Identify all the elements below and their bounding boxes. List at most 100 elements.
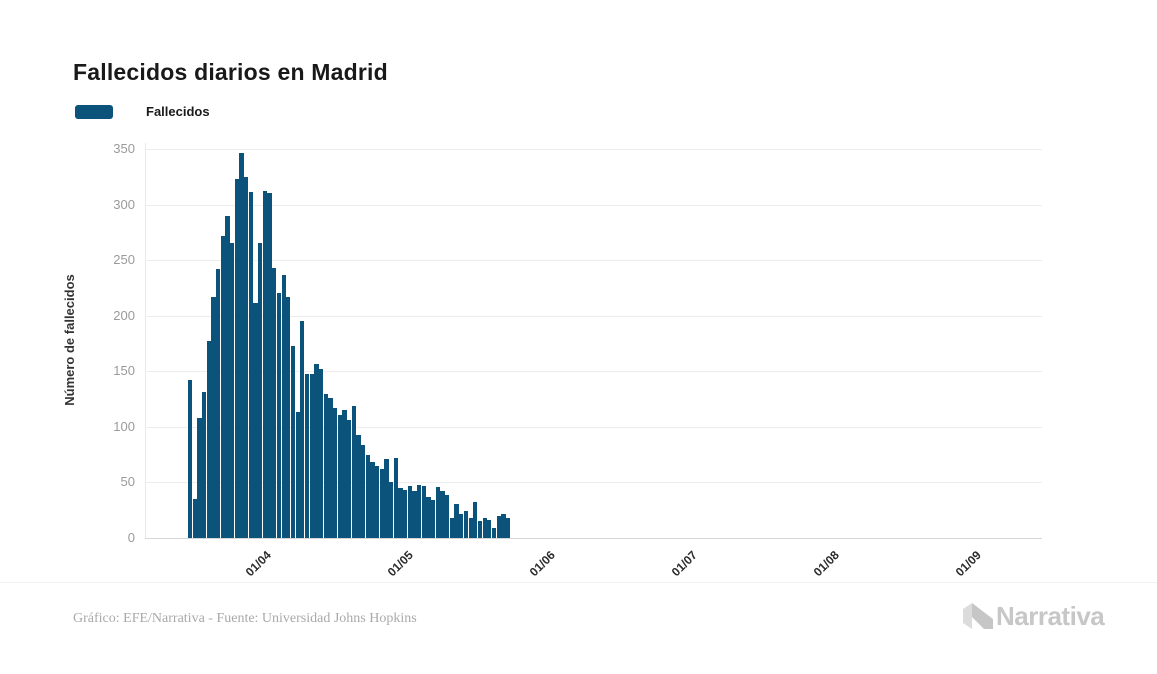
x-tick-label-01-07: 01/07 (668, 548, 700, 580)
gridline-0 (145, 538, 1042, 539)
bar[interactable] (323, 393, 328, 538)
bar[interactable] (211, 296, 216, 538)
bar[interactable] (379, 469, 384, 538)
plot-area (145, 143, 1042, 539)
bar[interactable] (482, 517, 487, 538)
bar[interactable] (276, 293, 282, 538)
bar[interactable] (304, 373, 310, 538)
bar[interactable] (398, 487, 403, 538)
bar[interactable] (449, 517, 455, 538)
x-tick-label-01-04: 01/04 (242, 548, 274, 580)
bar[interactable] (505, 517, 511, 538)
bar[interactable] (412, 491, 417, 538)
y-tick-label-100: 100 (113, 418, 135, 434)
legend-label: Fallecidos (146, 104, 210, 119)
bar[interactable] (314, 363, 319, 538)
bar[interactable] (473, 502, 478, 538)
narrativa-logo: Narrativa (963, 601, 1105, 632)
bar[interactable] (239, 153, 244, 538)
bar[interactable] (421, 485, 427, 538)
bar[interactable] (501, 513, 506, 538)
y-tick-label-300: 300 (113, 196, 135, 212)
bar[interactable] (360, 444, 366, 538)
bar[interactable] (463, 511, 469, 538)
y-axis-title-text: Número de fallecidos (62, 274, 77, 406)
legend-swatch (75, 104, 113, 119)
bar[interactable] (225, 215, 230, 538)
y-tick-label-150: 150 (113, 363, 135, 379)
bar[interactable] (496, 515, 501, 538)
bar[interactable] (202, 392, 207, 538)
chart-title: Fallecidos diarios en Madrid (73, 59, 388, 86)
bar[interactable] (230, 243, 235, 538)
logo-text: Narrativa (996, 601, 1105, 631)
x-tick-label-01-05: 01/05 (384, 548, 416, 580)
bar[interactable] (491, 527, 497, 538)
bar[interactable] (417, 484, 422, 538)
bar[interactable] (188, 380, 193, 538)
bar[interactable] (300, 321, 305, 538)
bar[interactable] (286, 296, 291, 538)
gridline-100 (145, 426, 1042, 428)
bar[interactable] (197, 417, 202, 538)
bar[interactable] (393, 457, 398, 538)
bar[interactable] (253, 303, 258, 538)
legend-item-fallecidos[interactable]: Fallecidos (75, 104, 210, 119)
bar[interactable] (407, 485, 413, 538)
bar[interactable] (459, 513, 464, 538)
bar[interactable] (468, 517, 473, 538)
bar[interactable] (328, 397, 333, 538)
bar[interactable] (248, 192, 254, 538)
bar[interactable] (370, 462, 375, 538)
credit-text: Gráfico: EFE/Narrativa - Fuente: Univers… (73, 611, 417, 626)
bar[interactable] (440, 491, 445, 538)
bar[interactable] (337, 414, 342, 538)
bar[interactable] (281, 274, 286, 538)
y-tick-label-250: 250 (113, 252, 135, 268)
bar[interactable] (295, 412, 300, 538)
bar[interactable] (206, 341, 211, 538)
bar[interactable] (272, 267, 277, 538)
gridline-300 (145, 204, 1042, 206)
bar[interactable] (192, 499, 197, 538)
y-axis-line (145, 143, 146, 538)
bar[interactable] (431, 500, 436, 538)
bar[interactable] (342, 410, 347, 538)
bar[interactable] (332, 407, 338, 538)
y-tick-label-50: 50 (120, 474, 135, 490)
gridline-350 (145, 149, 1042, 150)
bar[interactable] (346, 420, 352, 538)
footer-divider (0, 582, 1157, 583)
bar[interactable] (351, 405, 356, 538)
bar[interactable] (262, 191, 268, 538)
y-tick-label-350: 350 (113, 141, 135, 156)
x-tick-label-01-08: 01/08 (810, 548, 842, 580)
y-tick-label-0: 0 (127, 530, 135, 545)
bar[interactable] (356, 434, 361, 538)
bar[interactable] (244, 176, 249, 538)
gridline-50 (145, 482, 1042, 484)
bar[interactable] (234, 179, 240, 538)
gridline-150 (145, 371, 1042, 373)
x-tick-label-01-09: 01/09 (952, 548, 984, 580)
bar[interactable] (318, 369, 324, 538)
bar[interactable] (375, 465, 380, 538)
bar[interactable] (290, 345, 296, 538)
bar[interactable] (267, 193, 272, 538)
bar[interactable] (309, 373, 314, 538)
bar[interactable] (403, 490, 408, 538)
bar[interactable] (216, 269, 221, 538)
bar[interactable] (454, 503, 459, 538)
bar[interactable] (258, 243, 263, 538)
bar[interactable] (389, 482, 394, 538)
bar[interactable] (365, 454, 370, 538)
bar[interactable] (477, 521, 483, 538)
bar[interactable] (487, 520, 492, 538)
bar[interactable] (220, 235, 226, 538)
bar[interactable] (445, 494, 450, 538)
bar[interactable] (426, 496, 431, 538)
gridline-250 (145, 260, 1042, 262)
bar[interactable] (435, 486, 441, 538)
bar[interactable] (384, 459, 389, 538)
